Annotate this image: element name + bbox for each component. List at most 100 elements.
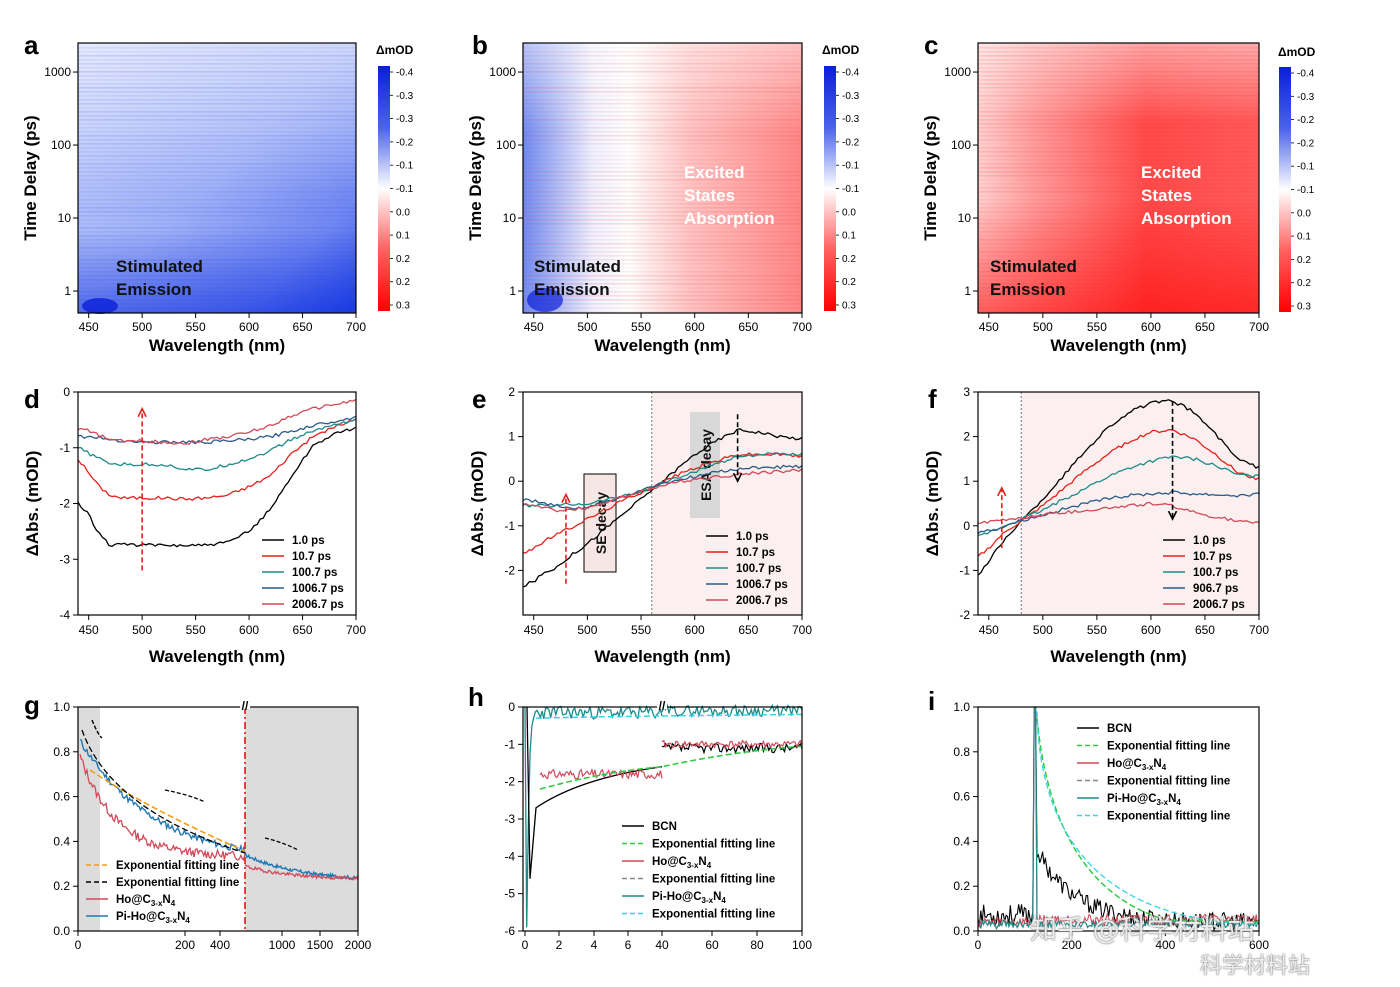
heatmap-a-stripe <box>78 179 356 181</box>
legend-label-h: Ho@C3-xN4 <box>652 856 712 870</box>
heatmap-a-stripe <box>78 259 356 261</box>
panel-f: f 450 500 550 600 650 700 -2 -1 0 1 2 3 Wavelength (… <box>923 384 1269 666</box>
xtick-label-c: 600 <box>1141 320 1161 334</box>
colorbar-b <box>824 66 836 311</box>
series-line-d-1 <box>77 418 357 501</box>
heatmap-c-stripe <box>978 131 1259 133</box>
colorbar-b-title: ΔmOD <box>822 43 860 57</box>
kinetic-line-g-ho <box>79 754 246 861</box>
colorbar-tick-b: 0.2 <box>842 254 856 265</box>
legend-label-f: 906.7 ps <box>1193 583 1238 595</box>
heatmap-b-stripe <box>523 139 802 141</box>
heatmap-c-stripe <box>978 259 1259 261</box>
arrow-g-2 <box>164 789 206 803</box>
xtick-label-a: 650 <box>293 320 313 334</box>
xtick-label-i: 600 <box>1249 938 1269 952</box>
colorbar-tick-c: -0.1 <box>1297 185 1315 196</box>
heatmap-a-stripe <box>78 231 356 233</box>
anno-c-3: Excited <box>1141 163 1201 182</box>
heatmap-a-stripe <box>78 63 356 65</box>
heatmap-c-stripe <box>978 87 1259 89</box>
xtick-label-f: 550 <box>1087 623 1107 637</box>
arrowhead-d-0 <box>137 406 147 418</box>
ytick-label-d: -1 <box>59 441 70 455</box>
xtick-label-a: 600 <box>239 320 259 334</box>
ytick-label-h: -3 <box>504 812 515 826</box>
heatmap-c-stripe <box>978 255 1259 257</box>
heatmap-c-stripe <box>978 239 1259 241</box>
legend-label-d: 1006.7 ps <box>292 583 344 595</box>
xtick-label-b: 500 <box>577 320 597 334</box>
series-line-d-2 <box>78 418 357 471</box>
ytick-label-h: -1 <box>504 737 515 751</box>
panel-d: d 450 500 550 600 650 700 -4 -3 -2 -1 0 Wavelength … <box>23 384 366 666</box>
legend-label-f: 100.7 ps <box>1193 567 1238 579</box>
ytick-label-g: 0.4 <box>53 834 70 848</box>
kinetic-line-g-pi <box>79 738 246 854</box>
xtick-label-i: 400 <box>1155 938 1175 952</box>
heatmap-c-stripe <box>978 103 1259 105</box>
ytick-label-b: 10 <box>503 211 517 225</box>
heatmap-b-stripe <box>523 55 802 57</box>
heatmap-c-stripe <box>978 311 1259 313</box>
heatmap-b-stripe <box>523 187 802 189</box>
heatmap-c-stripe <box>978 79 1259 81</box>
legend-label-h: Exponential fitting line <box>652 839 775 851</box>
xtick-label-i: 0 <box>975 938 982 952</box>
series-line-e-3 <box>522 464 803 510</box>
xtick-label-d: 600 <box>239 623 259 637</box>
xtick-label-h: 40 <box>655 938 669 952</box>
heatmap-b-stripe <box>523 115 802 117</box>
heatmap-a-stripe <box>78 263 356 265</box>
legend-label-h: BCN <box>652 821 677 833</box>
heatmap-b-stripe <box>523 155 802 157</box>
series-line-f-3 <box>977 490 1260 534</box>
heatmap-a-stripe <box>78 83 356 85</box>
heatmap-b-stripe <box>523 179 802 181</box>
colorbar-tick-c: 0.2 <box>1297 255 1311 266</box>
kinetic-line-i-pi <box>977 706 1260 931</box>
heatmap-c-stripe <box>978 67 1259 69</box>
heatmap-c-stripe <box>978 243 1259 245</box>
heatmap-a-stripe <box>78 171 356 173</box>
heatmap-b-stripe <box>523 223 802 225</box>
heatmap-b-stripe <box>523 135 802 137</box>
heatmap-b-stripe <box>523 107 802 109</box>
heatmap-b-stripe <box>523 171 802 173</box>
heatmap-b-stripe <box>523 143 802 145</box>
plot-frame-e <box>522 391 803 616</box>
heatmap-c-stripe <box>978 187 1259 189</box>
panel-letter-a: a <box>24 30 39 60</box>
ytick-label-d: -4 <box>59 608 70 622</box>
box-se-decay <box>583 473 617 573</box>
series-line-d-4 <box>77 398 357 445</box>
xtick-label-g: 0 <box>75 938 82 952</box>
heatmap-b-stripe <box>523 255 802 257</box>
heatmap-b-stripe <box>523 127 802 129</box>
ytick-label-f: 2 <box>963 430 970 444</box>
xtick-label-h: 6 <box>625 938 632 952</box>
heatmap-c-stripe <box>978 275 1259 277</box>
ytick-label-h: -6 <box>504 924 515 938</box>
anno-a-2: Emission <box>116 280 192 299</box>
heatmap-b-stripe <box>523 303 802 305</box>
legend-label-g: Exponential fitting line <box>116 860 239 872</box>
axis-break-h: // <box>659 699 666 713</box>
heatmap-c-stripe <box>978 227 1259 229</box>
heatmap-c-stripe <box>978 267 1259 269</box>
heatmap-b-stripe <box>523 131 802 133</box>
panel-letter-i: i <box>928 686 935 716</box>
heatmap-a-stripe <box>78 159 356 161</box>
heatmap-a-stripe <box>78 307 356 309</box>
heatmap-c-stripe <box>978 199 1259 201</box>
fit-line-i-green <box>1036 718 1260 923</box>
heatmap-c-stripe <box>978 291 1259 293</box>
ytick-label-e: 2 <box>508 385 515 399</box>
heatmap-b-stripe <box>523 203 802 205</box>
heatmap-a-stripe <box>78 195 356 197</box>
ytick-label-e: 1 <box>508 430 515 444</box>
fit-line-g-2 <box>81 729 246 854</box>
colorbar-tick-c: -0.4 <box>1297 69 1315 80</box>
xtick-label-i: 200 <box>1062 938 1082 952</box>
heatmap-a-stripe <box>78 267 356 269</box>
